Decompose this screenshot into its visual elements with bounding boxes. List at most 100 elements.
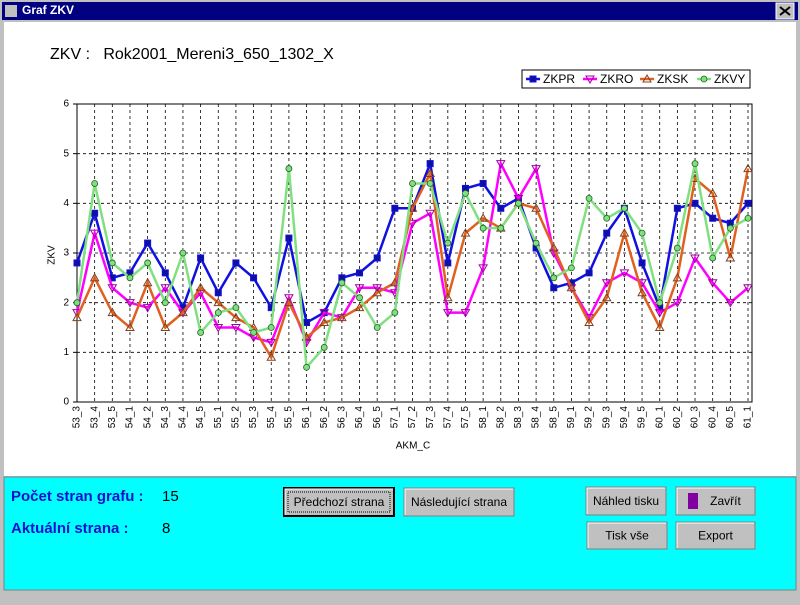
marker — [601, 279, 612, 288]
button[interactable]: Náhled tisku — [585, 486, 667, 516]
marker — [442, 309, 453, 318]
button[interactable]: Tisk vše — [586, 521, 668, 550]
marker — [637, 287, 647, 297]
marker — [337, 312, 347, 322]
button-face[interactable] — [586, 521, 668, 550]
marker — [531, 165, 541, 174]
marker — [619, 269, 630, 278]
button-face[interactable] — [585, 486, 667, 516]
button-highlight — [586, 487, 665, 514]
marker — [585, 75, 595, 85]
marker — [444, 259, 452, 267]
marker — [372, 287, 383, 297]
marker — [479, 224, 487, 232]
marker — [89, 229, 100, 239]
button-label[interactable]: Export — [698, 529, 733, 543]
button-label[interactable]: Náhled tisku — [593, 494, 659, 508]
button-face[interactable] — [675, 521, 756, 550]
button-face[interactable] — [283, 487, 395, 517]
marker — [160, 284, 171, 293]
marker — [407, 203, 418, 212]
x-tick-label: 54_5 — [195, 406, 206, 429]
marker — [672, 299, 683, 308]
x-tick-label: 57_3 — [425, 406, 436, 429]
marker — [638, 229, 646, 237]
close-button[interactable] — [775, 2, 795, 20]
x-tick-label: 55_5 — [284, 406, 295, 429]
focus-ring — [287, 491, 391, 513]
marker — [529, 75, 537, 83]
y-tick-label: 3 — [63, 248, 69, 259]
current-page-label: Aktuální strana : — [11, 520, 129, 537]
marker — [250, 274, 258, 282]
marker — [409, 180, 416, 187]
marker — [532, 239, 540, 247]
marker — [726, 224, 734, 232]
marker — [709, 214, 717, 222]
x-tick-label: 59_2 — [584, 406, 595, 429]
marker — [197, 254, 205, 262]
marker — [354, 302, 365, 312]
marker — [495, 160, 506, 169]
marker — [285, 234, 293, 242]
marker — [320, 343, 328, 351]
button-label[interactable]: Tisk vše — [605, 529, 649, 543]
y-tick-label: 6 — [63, 99, 69, 110]
x-tick-label: 59_4 — [619, 406, 630, 429]
marker — [638, 259, 646, 267]
marker — [478, 213, 488, 222]
marker — [142, 277, 153, 287]
button-label[interactable]: Zavřít — [710, 494, 741, 508]
marker — [319, 317, 330, 327]
button-label[interactable]: Předchozí strana — [294, 495, 385, 509]
x-tick-label: 59_3 — [601, 406, 612, 429]
button[interactable]: Následující strana — [403, 487, 515, 517]
legend-label: ZKVY — [714, 72, 745, 86]
marker — [603, 229, 611, 237]
x-tick-label: 57_5 — [460, 406, 471, 429]
marker — [585, 269, 593, 277]
chart-title: ZKV : Rok2001_Mereni3_650_1302_X — [50, 46, 334, 63]
x-tick-label: 58_5 — [548, 406, 559, 429]
marker — [656, 299, 664, 307]
marker — [125, 322, 135, 331]
marker — [213, 297, 224, 307]
x-axis-label: AKM_C — [396, 441, 430, 452]
marker — [690, 254, 700, 263]
button-face[interactable] — [403, 487, 515, 517]
marker — [673, 204, 681, 212]
marker — [319, 309, 330, 318]
button-label[interactable]: Následující strana — [411, 495, 507, 509]
x-tick-label: 56_4 — [354, 406, 365, 429]
marker — [250, 329, 257, 336]
marker — [266, 338, 277, 348]
marker — [568, 264, 575, 272]
close-icon[interactable] — [779, 6, 791, 16]
marker — [707, 279, 718, 288]
title-bar — [2, 2, 798, 20]
button[interactable]: Předchozí strana — [283, 487, 395, 517]
x-tick-label: 53_4 — [89, 406, 100, 429]
marker — [478, 264, 488, 273]
marker — [214, 289, 222, 297]
button-highlight — [587, 522, 666, 548]
marker — [373, 254, 381, 262]
marker — [197, 329, 205, 336]
x-tick-label: 53_5 — [107, 406, 118, 429]
x-tick-label: 53_3 — [72, 406, 83, 429]
marker — [144, 259, 152, 267]
marker — [213, 324, 224, 333]
legend-box — [521, 69, 751, 89]
button[interactable]: Export — [675, 521, 756, 550]
marker — [407, 219, 418, 229]
marker — [373, 324, 381, 331]
x-tick-label: 60_4 — [707, 406, 718, 429]
x-tick-label: 56_5 — [372, 406, 383, 429]
marker — [107, 307, 118, 317]
x-tick-label: 54_4 — [178, 406, 189, 429]
marker — [391, 309, 399, 317]
x-tick-label: 59_5 — [637, 406, 648, 429]
button[interactable]: Zavřít — [675, 486, 756, 516]
button-highlight — [676, 522, 754, 548]
